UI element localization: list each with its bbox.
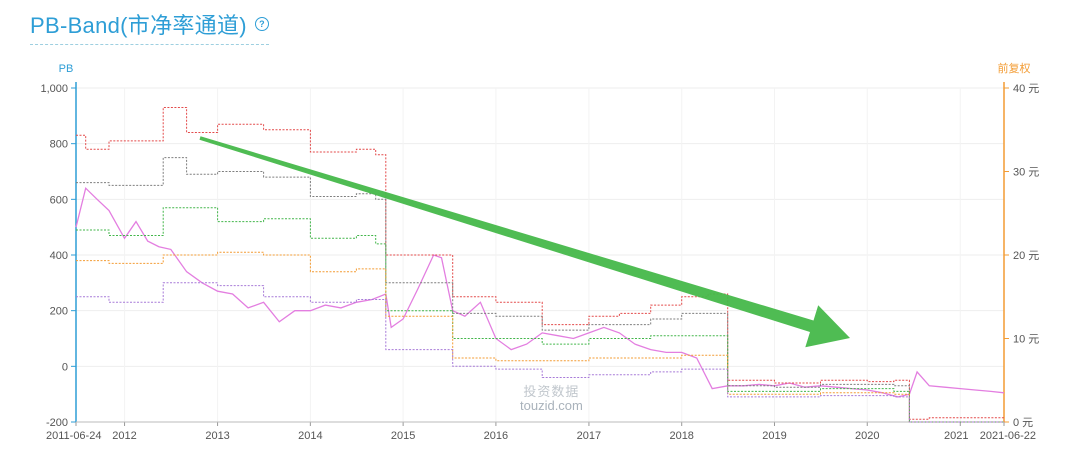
x-tick-label: 2014 [298, 430, 322, 442]
y-left-tick-label: -200 [46, 417, 68, 429]
watermark: 投资数据 touzid.com [520, 385, 583, 413]
x-tick-label: 2018 [669, 430, 693, 442]
question-circle-icon[interactable]: ? [254, 17, 269, 31]
y-right-axis-label: 前复权 [998, 61, 1031, 75]
x-tick-label: 2021-06-22 [980, 430, 1036, 442]
x-tick-label: 2015 [391, 430, 415, 442]
y-left-tick-label: 1,000 [40, 83, 68, 95]
y-left-tick-label: 800 [50, 139, 68, 151]
series-line-pink [75, 186, 1005, 398]
trend-arrow [199, 136, 850, 348]
series-line-gray [76, 157, 1004, 423]
x-tick-label: 2017 [577, 430, 601, 442]
y-left-tick-label: 600 [50, 194, 68, 206]
series-line-green [76, 207, 1004, 423]
y-right-tick-label: 20 元 [1013, 250, 1039, 262]
y-right-tick-label: 30 元 [1013, 167, 1039, 179]
x-tick-label: 2019 [762, 430, 786, 442]
x-tick-label: 2011-06-24 [46, 430, 101, 442]
x-tick-label: 2020 [855, 430, 879, 442]
y-right-tick-label: 10 元 [1013, 334, 1039, 346]
y-right-tick-label: 40 元 [1013, 83, 1039, 95]
series-line-orange [76, 251, 1004, 423]
x-tick-label: 2021 [944, 430, 968, 442]
series-line-red [76, 107, 1005, 420]
x-tick-label: 2012 [112, 430, 136, 442]
x-tick-label: 2013 [205, 430, 229, 442]
y-right-tick-label: 0 元 [1013, 417, 1033, 429]
y-left-axis-label: PB [59, 63, 74, 75]
y-left-tick-label: 0 [62, 361, 68, 373]
y-left-tick-label: 200 [50, 306, 68, 318]
chart-title-block: PB-Band(市净率通道) ? [30, 8, 269, 45]
watermark-line-2: touzid.com [520, 398, 583, 413]
watermark-line-1: 投资数据 [523, 384, 580, 399]
chart-title: PB-Band(市净率通道) [30, 13, 247, 38]
y-left-tick-label: 400 [50, 250, 68, 262]
x-tick-label: 2016 [484, 430, 508, 442]
